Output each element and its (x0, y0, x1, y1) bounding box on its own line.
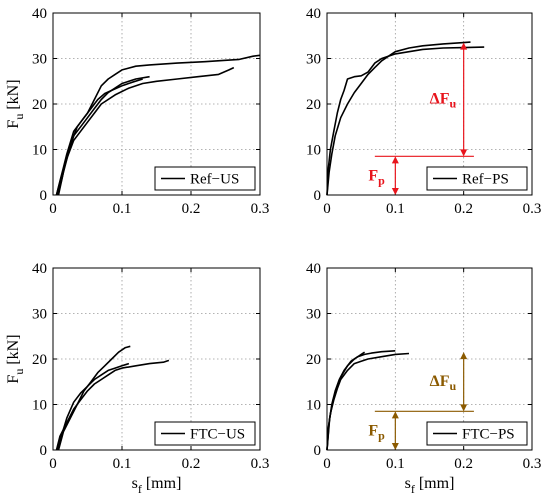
delta-fu-arrowhead-bottom (460, 149, 468, 157)
y-tick-label: 0 (40, 188, 48, 204)
series-line-1 (55, 359, 170, 451)
series-line-2 (55, 66, 235, 196)
y-tick-label: 0 (314, 443, 322, 459)
series-line-2 (57, 345, 131, 451)
y-tick-label: 10 (306, 398, 321, 414)
x-tick-label: 0.2 (454, 201, 473, 217)
legend-label: FTC−US (190, 427, 245, 443)
y-tick-label: 10 (32, 143, 47, 159)
y-tick-label: 0 (314, 188, 322, 204)
y-tick-label: 20 (306, 352, 321, 368)
chart-3: 0 0.1 0.2 0.3 0 10 20 30 40 FTC−US Fu [kN] sf [mm] (5, 261, 269, 496)
y-tick-label: 40 (306, 6, 321, 22)
x-tick-label: 0.2 (182, 201, 201, 217)
x-tick-label: 0.1 (386, 201, 405, 217)
x-tick-label: 0.1 (113, 456, 132, 472)
fp-arrowhead-bottom (391, 443, 399, 450)
legend: Ref−PS (426, 166, 528, 191)
y-tick-label: 40 (306, 261, 321, 277)
x-tick-label: 0.1 (113, 201, 132, 217)
legend-box (426, 166, 528, 191)
fp-label: Fp (368, 168, 385, 188)
x-tick-label: 0.3 (523, 456, 542, 472)
delta-fu-label: ΔFu (430, 373, 457, 393)
y-tick-label: 10 (32, 398, 47, 414)
x-tick-label: 0.2 (182, 456, 201, 472)
fp-arrowhead-bottom (391, 188, 399, 195)
x-axis-label: sf [mm] (132, 475, 182, 496)
delta-fu-arrowhead-bottom (460, 404, 468, 412)
legend-label: Ref−PS (462, 172, 509, 188)
x-tick-label: 0 (49, 456, 57, 472)
y-tick-label: 30 (306, 52, 321, 68)
chart-1: 0 0.1 0.2 0.3 0 10 20 30 40 Ref−US Fu [kN] (5, 6, 269, 217)
legend-label: Ref−US (190, 172, 239, 188)
x-tick-label: 0 (49, 201, 57, 217)
annotations: ΔFu Fp (368, 42, 474, 195)
chart-4: 0 0.1 0.2 0.3 0 10 20 30 40 FTC−PS sf [mm] ΔFu Fp (306, 261, 541, 496)
series-line-3 (56, 362, 130, 451)
legend: Ref−US (154, 166, 256, 191)
x-tick-label: 0.3 (523, 201, 542, 217)
delta-fu-label: ΔFu (430, 90, 457, 110)
x-tick-label: 0 (323, 201, 331, 217)
fp-label: Fp (368, 423, 385, 443)
delta-fu-arrowhead-top (460, 352, 468, 360)
legend: FTC−US (154, 421, 256, 446)
x-tick-label: 0.2 (454, 456, 473, 472)
y-tick-label: 40 (32, 261, 47, 277)
y-tick-label: 0 (40, 443, 48, 459)
y-tick-label: 30 (306, 307, 321, 323)
y-tick-label: 40 (32, 6, 47, 22)
delta-fu-arrowhead-top (460, 42, 468, 50)
x-axis-label: sf [mm] (405, 475, 455, 496)
x-tick-label: 0.1 (386, 456, 405, 472)
legend: FTC−PS (426, 421, 528, 446)
y-tick-label: 10 (306, 143, 321, 159)
x-tick-label: 0.3 (251, 201, 270, 217)
annotations: ΔFu Fp (368, 352, 474, 450)
y-tick-label: 30 (32, 52, 47, 68)
y-tick-label: 20 (32, 352, 47, 368)
series-line-2 (326, 41, 471, 196)
series-line-2 (326, 350, 396, 451)
legend-box (426, 421, 528, 446)
y-tick-label: 20 (32, 97, 47, 113)
y-axis-label: Fu [kN] (5, 334, 26, 383)
series-line-1 (55, 54, 261, 196)
x-tick-label: 0 (323, 456, 331, 472)
x-tick-label: 0.3 (251, 456, 270, 472)
series-line-1 (326, 46, 485, 196)
fp-arrowhead-top (391, 156, 399, 164)
legend-box (154, 421, 256, 446)
y-tick-label: 30 (32, 307, 47, 323)
fp-arrowhead-top (391, 411, 399, 419)
chart-2: 0 0.1 0.2 0.3 0 10 20 30 40 Ref−PS ΔFu Fp (306, 6, 541, 217)
legend-box (154, 166, 256, 191)
series-line-3 (326, 351, 366, 451)
series-line-4 (56, 78, 143, 196)
y-axis-label: Fu [kN] (5, 79, 26, 128)
legend-label: FTC−PS (462, 427, 515, 443)
y-tick-label: 20 (306, 97, 321, 113)
